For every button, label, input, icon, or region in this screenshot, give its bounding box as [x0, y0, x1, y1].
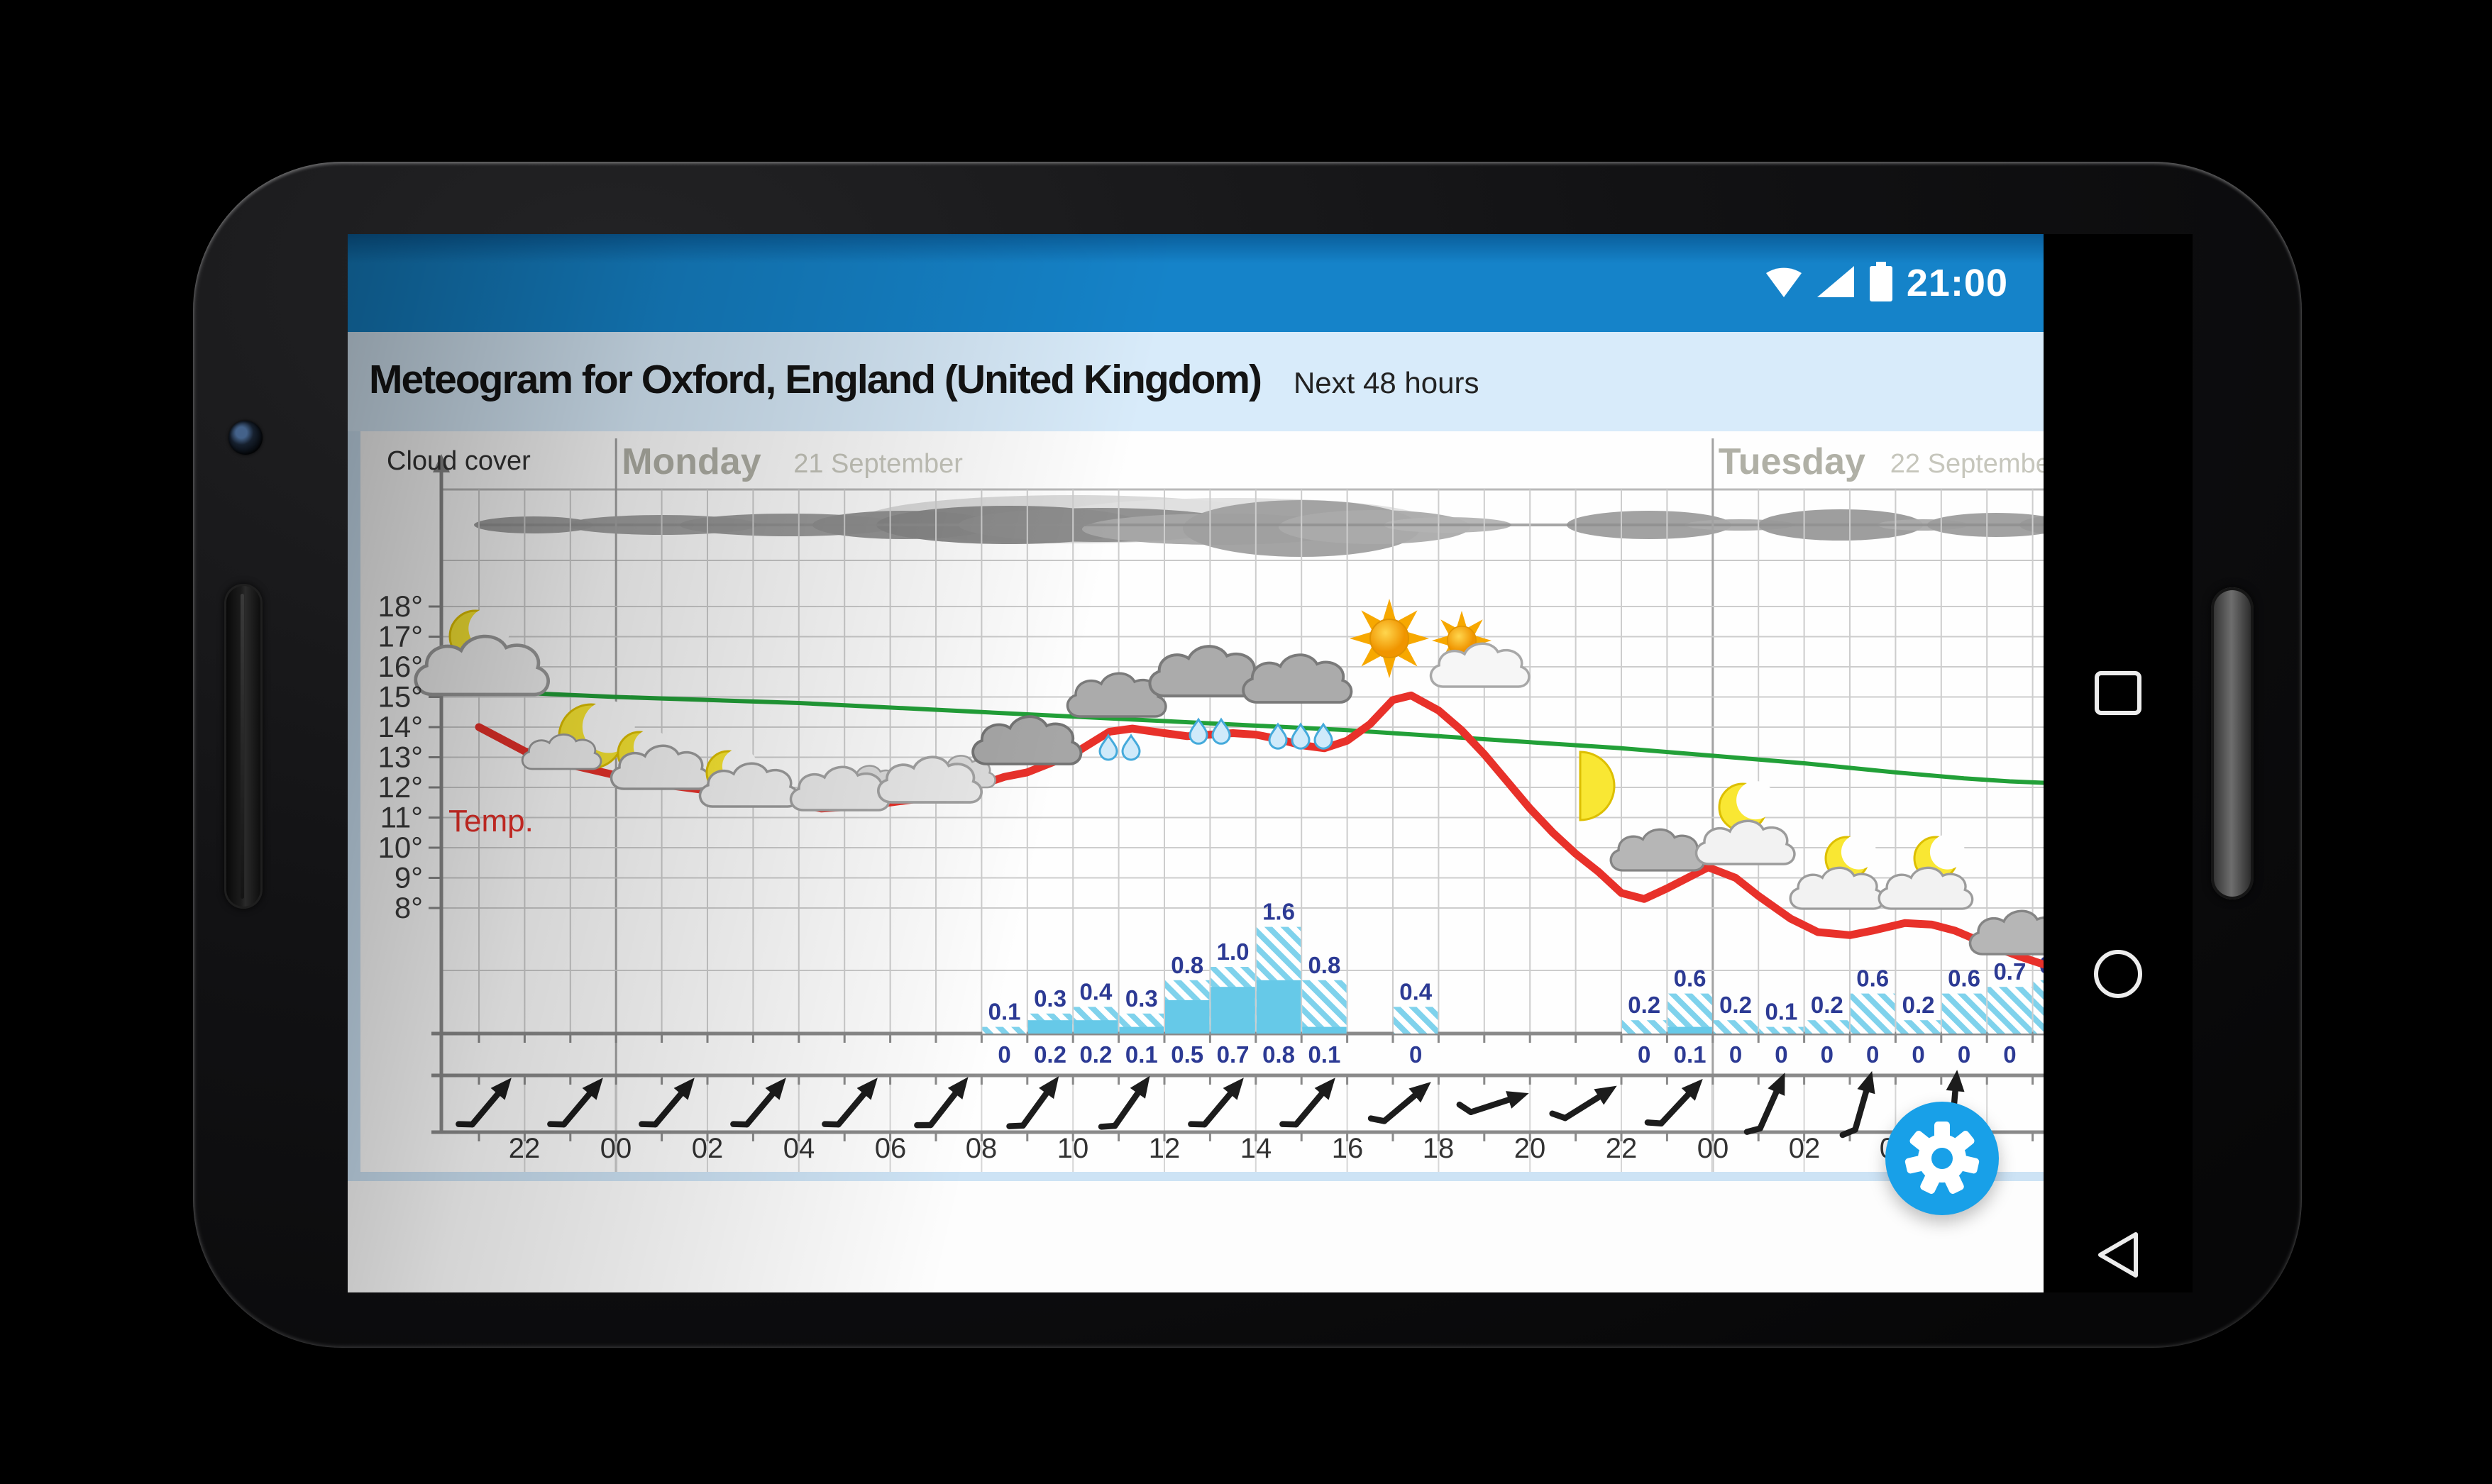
- precip-min-label: 0.2: [1034, 1041, 1066, 1068]
- precip-min-label: 0: [1638, 1041, 1650, 1068]
- precip-min-label: 0: [1912, 1041, 1924, 1068]
- wifi-icon: [1765, 265, 1803, 302]
- temp-tick-label: 14°: [377, 710, 423, 743]
- time-tick-label: 18: [1423, 1133, 1455, 1164]
- sun-icon: [1350, 599, 1429, 678]
- precip-max-label: 0.6: [1674, 965, 1707, 992]
- cloud-cover-label: Cloud cover: [387, 446, 531, 476]
- time-tick-label: 06: [875, 1133, 907, 1164]
- time-tick-label: 16: [1332, 1133, 1364, 1164]
- precip-max-label: 0.2: [1811, 992, 1843, 1018]
- day-label: Monday: [622, 441, 761, 482]
- temp-series-label: Temp.: [448, 804, 534, 838]
- precip-min-label: 0.1: [1125, 1041, 1158, 1068]
- precip-min-label: 0.5: [1171, 1041, 1203, 1068]
- precip-max-label: 0.1: [988, 999, 1021, 1025]
- recents-button[interactable]: [2079, 654, 2157, 732]
- precip-min-label: 0.1: [1308, 1041, 1340, 1068]
- navigation-bar: [2044, 234, 2193, 1292]
- day-label: Tuesday: [1719, 441, 1865, 482]
- precip-min-label: 0: [1775, 1041, 1787, 1068]
- time-tick-label: 12: [1149, 1133, 1181, 1164]
- precip-min-label: 0: [1409, 1041, 1422, 1068]
- time-tick-label: 00: [600, 1133, 632, 1164]
- temp-tick-label: 9°: [395, 861, 423, 895]
- app-header: Meteogram for Oxford, England (United Ki…: [348, 332, 2044, 431]
- precip-min-label: 0.1: [1674, 1041, 1707, 1068]
- time-tick-label: 22: [1606, 1133, 1638, 1164]
- precip-max-label: 0.6: [1856, 965, 1889, 992]
- home-button[interactable]: [2079, 935, 2157, 1013]
- page-subtitle: Next 48 hours: [1294, 366, 1479, 400]
- time-tick-label: 00: [1697, 1133, 1729, 1164]
- date-label: 21 September: [793, 449, 963, 479]
- precip-max-label: 0.4: [1399, 978, 1433, 1004]
- precip-min-label: 0: [2003, 1041, 2016, 1068]
- time-tick-label: 20: [1514, 1133, 1546, 1164]
- precip-max-label: 0.2: [1902, 992, 1935, 1018]
- temp-tick-label: 17°: [377, 620, 423, 653]
- precip-min-label: 0.2: [1079, 1041, 1112, 1068]
- precip-min-label: 0: [998, 1041, 1010, 1068]
- temp-tick-label: 15°: [377, 680, 423, 714]
- time-tick-label: 14: [1240, 1133, 1272, 1164]
- page-title: Meteogram for Oxford, England (United Ki…: [369, 356, 1261, 403]
- time-tick-label: 10: [1057, 1133, 1089, 1164]
- precip-max-label: 0.6: [1948, 965, 1980, 992]
- temp-tick-label: 11°: [380, 801, 423, 834]
- time-tick-label: 02: [1789, 1133, 1821, 1164]
- precip-max-label: 0.1: [1765, 999, 1797, 1025]
- gear-icon: /**/: [1885, 1102, 1999, 1215]
- signal-strength-icon: [1816, 265, 1856, 302]
- time-tick-label: 02: [692, 1133, 724, 1164]
- clock-text: 21:00: [1907, 261, 2008, 305]
- battery-icon: [1868, 262, 1894, 305]
- temp-tick-label: 8°: [395, 891, 423, 924]
- status-bar: 21:00: [348, 234, 2044, 332]
- precip-max-label: 1.6: [1262, 899, 1295, 925]
- time-tick-label: 22: [509, 1133, 541, 1164]
- precip-min-label: 0: [1958, 1041, 1970, 1068]
- precip-max-label: 0.4: [1079, 978, 1113, 1004]
- precip-min-label: 0: [1729, 1041, 1742, 1068]
- precip-max-label: 0.8: [1171, 952, 1203, 978]
- temp-tick-label: 12°: [377, 770, 423, 804]
- meteogram-app: 21:00 Meteogram for Oxford, England (Uni…: [348, 234, 2044, 1292]
- photo-background: 21:00 Meteogram for Oxford, England (Uni…: [0, 0, 2492, 1484]
- phone-screen: 21:00 Meteogram for Oxford, England (Uni…: [348, 234, 2193, 1292]
- time-tick-label: 08: [966, 1133, 998, 1164]
- side-power-button: [2211, 587, 2254, 899]
- precip-min-label: 0.7: [1217, 1041, 1250, 1068]
- app-footer-area: [348, 1181, 2044, 1292]
- temp-tick-label: 10°: [377, 831, 423, 864]
- precip-min-label: 0.8: [1262, 1041, 1295, 1068]
- side-volume-button: [224, 584, 263, 909]
- precip-max-label: 0.2: [1628, 992, 1660, 1018]
- time-tick-label: 04: [783, 1133, 815, 1164]
- precip-max-label: 0.8: [1308, 952, 1340, 978]
- front-camera: [228, 421, 263, 455]
- date-label: 22 September: [1890, 449, 2044, 479]
- precip-min-label: 0: [1866, 1041, 1879, 1068]
- precip-max-label: 0.7: [1993, 958, 2026, 985]
- precip-max-label: 1.0: [1217, 938, 1250, 965]
- temp-tick-label: 18°: [377, 589, 423, 623]
- precip-max-label: 0.3: [1125, 985, 1158, 1012]
- precip-max-label: 0.3: [1034, 985, 1066, 1012]
- temp-tick-label: 16°: [377, 650, 423, 683]
- settings-fab-button[interactable]: /**/: [1885, 1102, 1999, 1215]
- precip-max-label: 0.2: [1719, 992, 1752, 1018]
- meteogram-chart: 0.1 0 0.3 0.2 0.4 0.2 0.3 0.1 0.8 0.5 1.0 0.7 1.6 0.8…: [348, 431, 2044, 1181]
- chart-card: 0.1 0 0.3 0.2 0.4 0.2 0.3 0.1 0.8 0.5 1.0 0.7 1.6 0.8…: [348, 431, 2044, 1181]
- temp-tick-label: 13°: [377, 741, 423, 774]
- precip-min-label: 0: [1821, 1041, 1834, 1068]
- back-button[interactable]: [2079, 1216, 2157, 1292]
